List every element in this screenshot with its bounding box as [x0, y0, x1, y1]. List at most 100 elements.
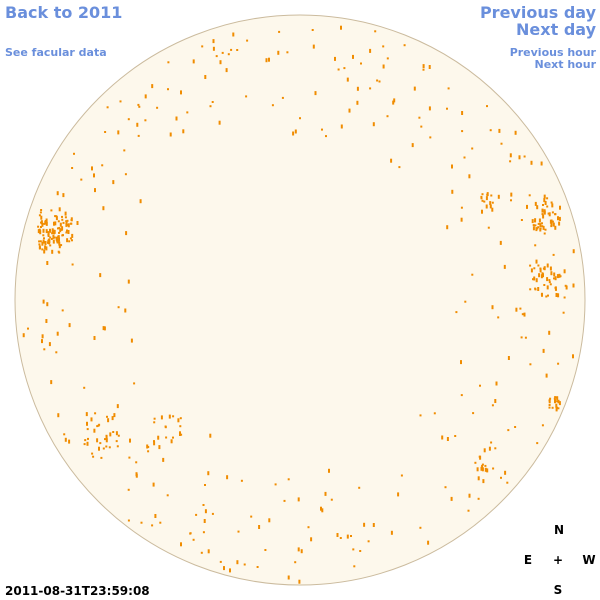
facula [68, 323, 71, 328]
facula [555, 293, 558, 297]
facula [352, 54, 354, 59]
facula [572, 354, 574, 359]
facula [166, 494, 169, 497]
facula [537, 287, 540, 291]
next-hour-link[interactable]: Next hour [535, 58, 597, 71]
facula [39, 240, 42, 243]
facula [119, 100, 122, 103]
facula [107, 418, 110, 423]
facula [42, 299, 45, 304]
facula [532, 224, 535, 227]
facula [523, 155, 526, 158]
facula [212, 46, 215, 51]
facula [497, 194, 500, 199]
facula [43, 348, 46, 351]
facula [503, 264, 506, 269]
facula [83, 443, 86, 446]
facula [129, 438, 131, 443]
facula [125, 231, 128, 236]
facula [549, 266, 552, 271]
facula [50, 209, 53, 212]
facula [27, 327, 29, 330]
facula [548, 406, 551, 409]
facula [523, 312, 526, 317]
facula [542, 204, 544, 206]
facula [271, 104, 274, 107]
facula [532, 278, 534, 281]
facula [73, 152, 75, 155]
facula [68, 240, 71, 243]
facula [526, 204, 528, 209]
facula [167, 61, 170, 64]
facular-link[interactable]: See facular data [5, 46, 107, 59]
facula [520, 219, 523, 221]
facula [480, 197, 483, 200]
facula [116, 445, 119, 448]
facula [52, 239, 55, 244]
facula [428, 106, 431, 111]
facula [548, 279, 551, 282]
facula [382, 64, 385, 69]
next-day-link[interactable]: Next day [516, 20, 597, 39]
facula [551, 406, 554, 409]
facula [59, 228, 62, 233]
facula [102, 206, 105, 211]
facula [537, 226, 540, 229]
previous-day-link[interactable]: Previous day [480, 3, 597, 22]
facula [429, 136, 432, 139]
facula [486, 468, 489, 473]
facula [250, 515, 253, 518]
facula [554, 225, 557, 230]
facula [340, 124, 343, 129]
facula [483, 448, 486, 453]
facula [61, 309, 64, 312]
facula [70, 217, 73, 222]
facula [519, 307, 522, 310]
timestamp: 2011-08-31T23:59:08 [5, 584, 150, 598]
facula [484, 467, 487, 472]
facula [554, 396, 557, 399]
facula [41, 222, 44, 227]
facula [397, 492, 400, 497]
facula [486, 105, 488, 108]
facula [45, 319, 48, 323]
facula [509, 153, 512, 158]
facula [546, 263, 549, 268]
facula [274, 483, 277, 486]
facula [53, 236, 56, 239]
facula [109, 432, 112, 437]
facula [64, 216, 67, 219]
facula [168, 414, 171, 419]
facula [422, 68, 425, 71]
facula [207, 549, 210, 554]
facula [348, 108, 351, 113]
facula [506, 481, 509, 484]
facula [85, 412, 88, 417]
facula [539, 223, 542, 228]
facula [127, 519, 130, 522]
facula [60, 244, 63, 247]
back-link[interactable]: Back to 2011 [5, 3, 122, 22]
facula [500, 476, 502, 479]
facula [481, 199, 484, 202]
facula [558, 216, 561, 221]
facula [428, 65, 431, 69]
facula [539, 227, 542, 232]
facula [376, 79, 379, 82]
facula [105, 438, 108, 443]
facula [151, 84, 154, 89]
facula [529, 264, 532, 267]
facula [386, 115, 389, 118]
facula [287, 478, 290, 481]
facula [117, 306, 120, 309]
facula [489, 129, 492, 132]
facula [461, 130, 464, 133]
facula [40, 226, 42, 228]
facula [147, 450, 150, 453]
facula [545, 373, 548, 378]
facula [558, 273, 561, 278]
facula [40, 209, 43, 211]
facula [556, 274, 559, 279]
previous-hour-link[interactable]: Previous hour [510, 46, 597, 59]
facula [180, 542, 182, 547]
